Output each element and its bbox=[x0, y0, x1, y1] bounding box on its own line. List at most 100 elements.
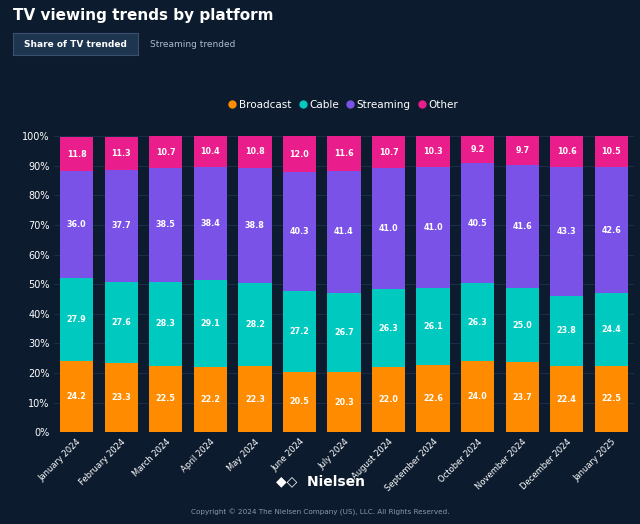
Bar bbox=[149, 282, 182, 366]
Bar bbox=[417, 136, 450, 167]
Text: 42.6: 42.6 bbox=[602, 226, 621, 235]
Bar bbox=[550, 136, 584, 167]
Text: 26.3: 26.3 bbox=[379, 324, 399, 333]
Bar bbox=[327, 293, 361, 372]
Bar bbox=[283, 372, 316, 432]
Text: 20.3: 20.3 bbox=[334, 398, 354, 407]
Bar bbox=[238, 283, 271, 366]
Bar bbox=[372, 367, 405, 432]
Text: 11.3: 11.3 bbox=[111, 149, 131, 158]
Text: 40.5: 40.5 bbox=[468, 219, 488, 228]
Text: 25.0: 25.0 bbox=[513, 321, 532, 330]
Bar bbox=[60, 137, 93, 171]
Text: 41.6: 41.6 bbox=[513, 222, 532, 231]
Text: 38.5: 38.5 bbox=[156, 221, 175, 230]
Bar bbox=[60, 171, 93, 278]
Bar bbox=[417, 167, 450, 288]
Text: 11.6: 11.6 bbox=[334, 149, 354, 158]
Bar bbox=[461, 361, 494, 432]
Bar bbox=[417, 365, 450, 432]
Text: 22.3: 22.3 bbox=[245, 395, 265, 404]
Text: 10.7: 10.7 bbox=[379, 148, 398, 157]
Text: 41.4: 41.4 bbox=[334, 227, 354, 236]
Text: 24.4: 24.4 bbox=[602, 325, 621, 334]
Bar bbox=[372, 289, 405, 367]
Text: 27.6: 27.6 bbox=[111, 318, 131, 327]
Text: 38.8: 38.8 bbox=[245, 221, 265, 230]
Bar bbox=[506, 136, 539, 165]
Bar bbox=[595, 167, 628, 293]
Text: 10.4: 10.4 bbox=[200, 147, 220, 156]
Bar bbox=[506, 362, 539, 432]
Text: 9.2: 9.2 bbox=[470, 145, 484, 155]
Bar bbox=[417, 288, 450, 365]
Bar bbox=[461, 163, 494, 283]
Text: 38.4: 38.4 bbox=[200, 219, 220, 228]
Text: 27.2: 27.2 bbox=[289, 327, 309, 336]
Text: 43.3: 43.3 bbox=[557, 227, 577, 236]
Text: 28.3: 28.3 bbox=[156, 319, 176, 329]
Bar bbox=[238, 168, 271, 283]
Text: Share of TV trended: Share of TV trended bbox=[24, 39, 127, 49]
Bar bbox=[194, 280, 227, 367]
Text: 41.0: 41.0 bbox=[379, 224, 398, 233]
Text: 10.3: 10.3 bbox=[423, 147, 443, 156]
Bar bbox=[238, 366, 271, 432]
Text: 26.1: 26.1 bbox=[423, 322, 443, 331]
Legend: Broadcast, Cable, Streaming, Other: Broadcast, Cable, Streaming, Other bbox=[226, 95, 462, 114]
Bar bbox=[104, 363, 138, 432]
Text: 28.2: 28.2 bbox=[245, 320, 265, 329]
Bar bbox=[595, 293, 628, 366]
Text: 10.5: 10.5 bbox=[602, 147, 621, 156]
Text: 9.7: 9.7 bbox=[515, 146, 529, 155]
Bar bbox=[238, 136, 271, 168]
Bar bbox=[327, 171, 361, 293]
Bar bbox=[595, 366, 628, 432]
Bar bbox=[372, 136, 405, 168]
Text: 22.2: 22.2 bbox=[200, 395, 220, 404]
Bar bbox=[104, 170, 138, 281]
Bar bbox=[60, 361, 93, 432]
Text: 24.0: 24.0 bbox=[468, 392, 488, 401]
Text: 36.0: 36.0 bbox=[67, 220, 86, 230]
Bar bbox=[461, 136, 494, 163]
Bar bbox=[149, 136, 182, 168]
Bar bbox=[283, 136, 316, 172]
Bar bbox=[194, 367, 227, 432]
Text: 10.6: 10.6 bbox=[557, 147, 577, 156]
Text: 22.4: 22.4 bbox=[557, 395, 577, 403]
Bar bbox=[372, 168, 405, 289]
Bar bbox=[327, 372, 361, 432]
Bar bbox=[550, 167, 584, 296]
Bar bbox=[327, 136, 361, 171]
Bar bbox=[283, 172, 316, 291]
Text: 23.3: 23.3 bbox=[111, 394, 131, 402]
Text: 10.8: 10.8 bbox=[245, 147, 265, 157]
Text: 41.0: 41.0 bbox=[423, 223, 443, 232]
Bar bbox=[461, 283, 494, 361]
Text: 10.7: 10.7 bbox=[156, 148, 175, 157]
Bar bbox=[595, 136, 628, 167]
Text: Streaming trended: Streaming trended bbox=[150, 39, 236, 49]
Text: 23.8: 23.8 bbox=[557, 326, 577, 335]
Text: 22.5: 22.5 bbox=[602, 395, 621, 403]
Text: ◆◇  Nielsen: ◆◇ Nielsen bbox=[275, 474, 365, 488]
Bar bbox=[104, 137, 138, 170]
Text: 26.3: 26.3 bbox=[468, 318, 488, 327]
Bar bbox=[550, 366, 584, 432]
Text: 27.9: 27.9 bbox=[67, 315, 86, 324]
Text: 23.7: 23.7 bbox=[513, 392, 532, 402]
Bar bbox=[149, 168, 182, 282]
Text: 20.5: 20.5 bbox=[289, 397, 309, 407]
Bar bbox=[506, 165, 539, 288]
Text: 11.8: 11.8 bbox=[67, 149, 86, 158]
Text: 37.7: 37.7 bbox=[111, 221, 131, 231]
Text: 22.0: 22.0 bbox=[379, 395, 399, 404]
Bar bbox=[506, 288, 539, 362]
Text: 26.7: 26.7 bbox=[334, 328, 354, 337]
Bar bbox=[550, 296, 584, 366]
Bar bbox=[194, 136, 227, 167]
Bar bbox=[283, 291, 316, 372]
Bar bbox=[194, 167, 227, 280]
Text: Copyright © 2024 The Nielsen Company (US), LLC. All Rights Reserved.: Copyright © 2024 The Nielsen Company (US… bbox=[191, 509, 449, 516]
